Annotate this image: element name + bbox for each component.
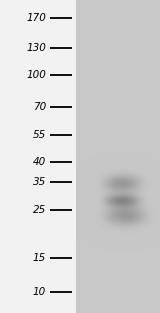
Text: 40: 40 <box>33 157 46 167</box>
Text: 25: 25 <box>33 205 46 215</box>
Text: 170: 170 <box>26 13 46 23</box>
Text: 70: 70 <box>33 102 46 112</box>
Text: 15: 15 <box>33 253 46 263</box>
Text: 100: 100 <box>26 70 46 80</box>
Text: 55: 55 <box>33 130 46 140</box>
Text: 130: 130 <box>26 43 46 53</box>
Text: 10: 10 <box>33 287 46 297</box>
Text: 35: 35 <box>33 177 46 187</box>
